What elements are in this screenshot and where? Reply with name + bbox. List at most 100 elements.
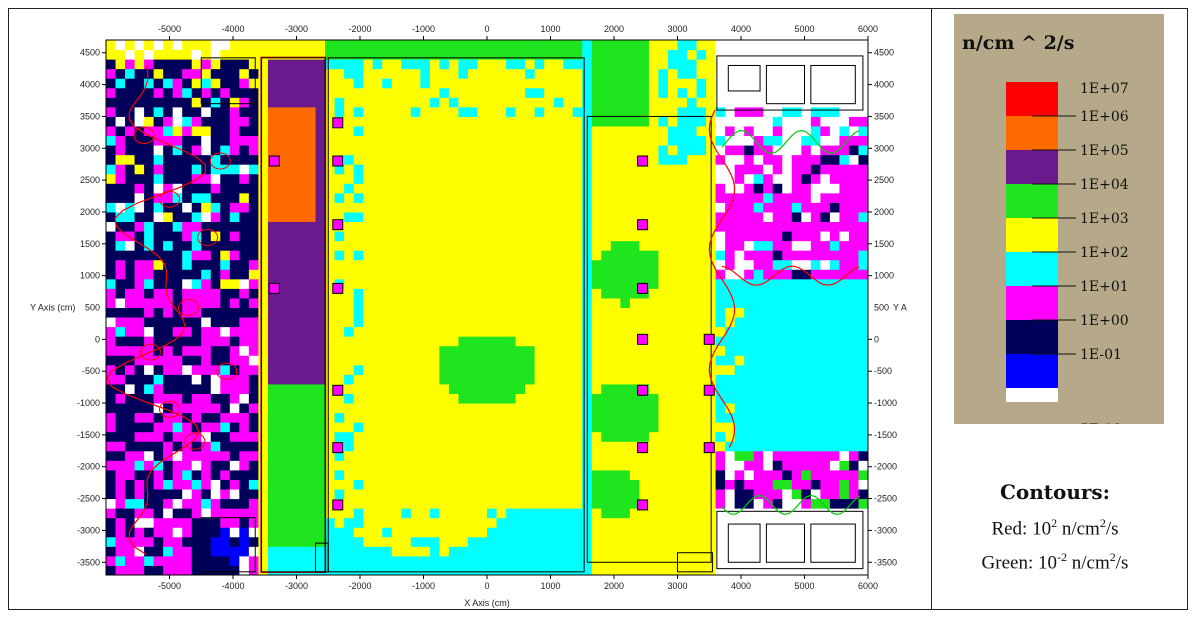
heatmap-cell	[696, 565, 707, 576]
heatmap-cell	[115, 154, 126, 165]
heatmap-cell	[515, 527, 526, 538]
heatmap-cell	[563, 192, 574, 203]
heatmap-cell	[306, 231, 317, 242]
heatmap-cell	[125, 183, 136, 194]
heatmap-cell	[496, 78, 507, 89]
heatmap-cell	[601, 364, 612, 375]
heatmap-cell	[544, 288, 555, 299]
heatmap-cell	[220, 355, 231, 366]
heatmap-cell	[448, 154, 459, 165]
heatmap-cell	[791, 393, 802, 404]
heatmap-cell	[848, 422, 859, 433]
heatmap-cell	[525, 546, 536, 557]
heatmap-cell	[667, 479, 678, 490]
heatmap-cell	[706, 68, 717, 79]
heatmap-cell	[144, 183, 155, 194]
heatmap-cell	[810, 345, 821, 356]
heatmap-cell	[677, 345, 688, 356]
heatmap-cell	[629, 336, 640, 347]
heatmap-cell	[696, 393, 707, 404]
colorbar-swatch	[1006, 286, 1058, 320]
heatmap-cell	[115, 546, 126, 557]
heatmap-cell	[667, 106, 678, 117]
heatmap-cell	[506, 259, 517, 270]
heatmap-cell	[820, 441, 831, 452]
heatmap-cell	[306, 546, 317, 557]
heatmap-cell	[429, 49, 440, 60]
heatmap-cell	[848, 508, 859, 519]
heatmap-cell	[144, 231, 155, 242]
heatmap-cell	[563, 269, 574, 280]
heatmap-cell	[677, 565, 688, 576]
heatmap-cell	[182, 422, 193, 433]
heatmap-cell	[315, 431, 326, 442]
green-contour	[721, 129, 860, 155]
heatmap-cell	[439, 450, 450, 461]
heatmap-cell	[172, 383, 183, 394]
heatmap-cell	[448, 393, 459, 404]
heatmap-cell	[267, 269, 278, 280]
heatmap-cell	[629, 326, 640, 337]
heatmap-cell	[820, 450, 831, 461]
heatmap-cell	[363, 460, 374, 471]
heatmap-cell	[420, 536, 431, 547]
heatmap-cell	[715, 87, 726, 98]
heatmap-cell	[601, 192, 612, 203]
heatmap-cell	[801, 221, 812, 232]
heatmap-cell	[372, 469, 383, 480]
heatmap-cell	[115, 68, 126, 79]
heatmap-cell	[144, 259, 155, 270]
heatmap-cell	[810, 202, 821, 213]
heatmap-cell	[810, 192, 821, 203]
heatmap-cell	[563, 59, 574, 70]
heatmap-cell	[629, 68, 640, 79]
heatmap-cell	[429, 288, 440, 299]
heatmap-cell	[725, 192, 736, 203]
heatmap-cell	[496, 164, 507, 175]
y-tick-label-right: -3000	[874, 525, 897, 535]
heatmap-cell	[258, 393, 269, 404]
heatmap-cell	[591, 78, 602, 89]
heatmap-cell	[782, 555, 793, 566]
heatmap-cell	[439, 431, 450, 442]
heatmap-cell	[258, 517, 269, 528]
heatmap-cell	[791, 221, 802, 232]
colorbar-label: 1E+00	[1080, 313, 1129, 329]
heatmap-cell	[344, 527, 355, 538]
heatmap-cell	[382, 40, 393, 51]
heatmap-cell	[820, 374, 831, 385]
heatmap-cell	[687, 374, 698, 385]
heatmap-cell	[248, 412, 259, 423]
heatmap-cell	[696, 240, 707, 251]
heatmap-cell	[296, 498, 307, 509]
heatmap-cell	[791, 164, 802, 175]
y-tick-label-right: -1500	[874, 430, 897, 440]
flux-map-plot: -5000-5000-4000-4000-3000-3000-2000-2000…	[30, 24, 907, 608]
heatmap-cell	[391, 498, 402, 509]
heatmap-cell	[267, 393, 278, 404]
heatmap-cell	[296, 489, 307, 500]
heatmap-cell	[829, 498, 840, 509]
heatmap-cell	[115, 211, 126, 223]
heatmap-cell	[191, 508, 202, 519]
heatmap-cell	[506, 106, 517, 117]
heatmap-cell	[515, 97, 526, 108]
heatmap-cell	[210, 211, 221, 223]
heatmap-cell	[829, 145, 840, 156]
heatmap-cell	[848, 116, 859, 127]
heatmap-cell	[115, 97, 126, 108]
heatmap-cell	[353, 336, 364, 347]
heatmap-cell	[106, 59, 117, 70]
heatmap-cell	[563, 68, 574, 79]
heatmap-cell	[791, 383, 802, 394]
heatmap-cell	[153, 355, 164, 366]
right-axis-title: Y A	[893, 303, 907, 313]
heatmap-cell	[629, 393, 640, 404]
heatmap-cell	[820, 326, 831, 337]
heatmap-cell	[172, 221, 183, 232]
heatmap-cell	[325, 183, 336, 194]
heatmap-cell	[372, 40, 383, 51]
heatmap-cell	[220, 40, 231, 51]
heatmap-cell	[829, 259, 840, 270]
heatmap-cell	[791, 106, 802, 117]
